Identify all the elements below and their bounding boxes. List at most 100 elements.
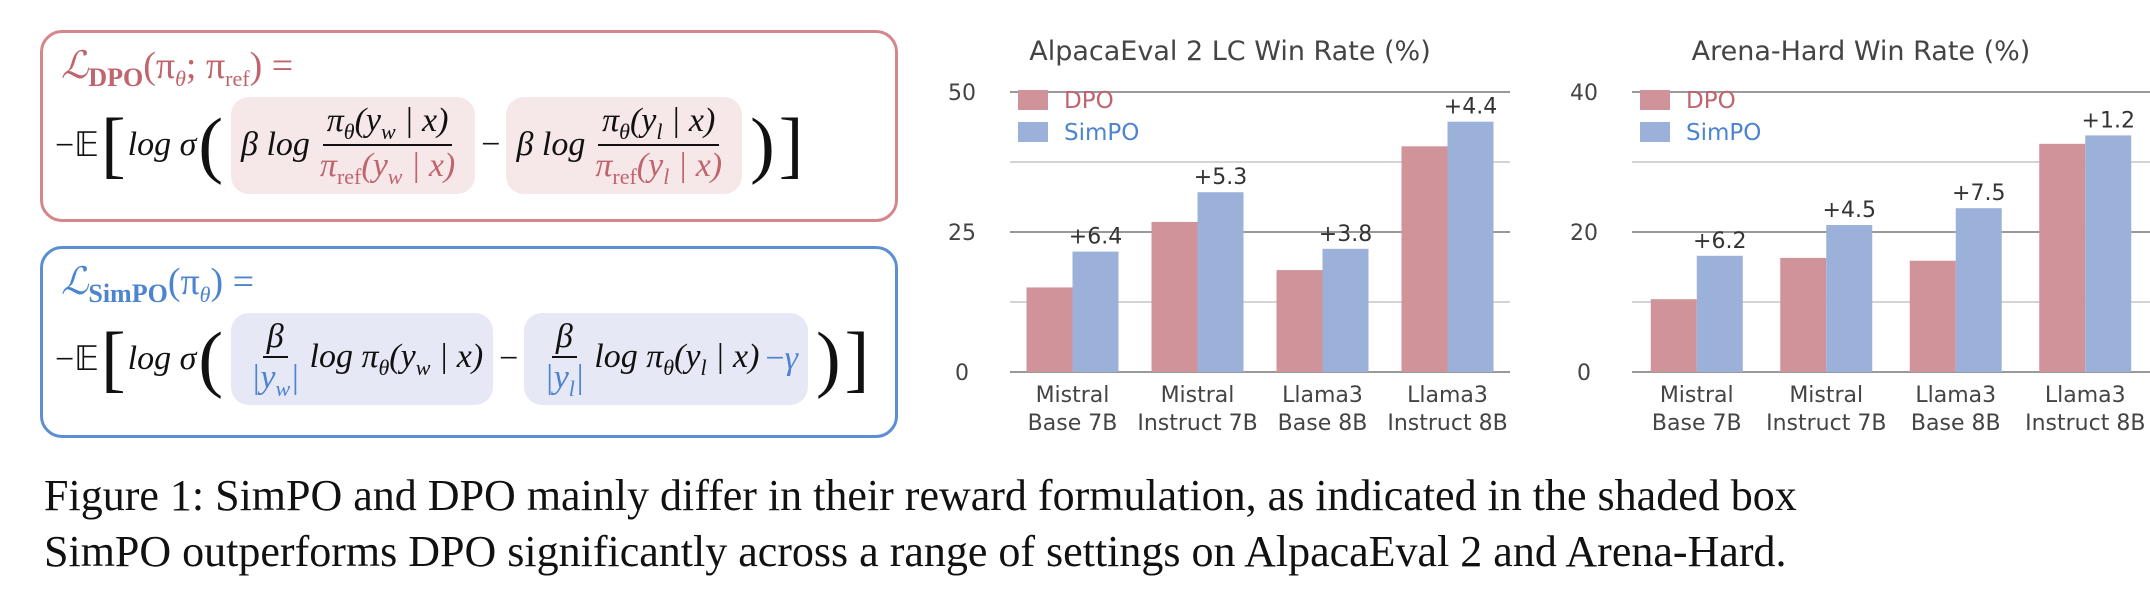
- bracket-close: ]: [778, 104, 804, 187]
- dpo-loss-lhs: ℒDPO(πθ; πref) =: [61, 43, 293, 93]
- bar-dpo: [1026, 287, 1073, 372]
- bar-simpo: [2085, 135, 2132, 372]
- paren-open: (: [198, 104, 224, 187]
- legend-label-simpo: SimPO: [1686, 120, 1761, 146]
- x-tick-label: Instruct 7B: [1766, 411, 1886, 436]
- x-tick-label: Base 8B: [1911, 411, 2001, 436]
- beta-numerator: β: [262, 317, 288, 359]
- rejected-denominator: πref(yl | x): [595, 147, 723, 190]
- beta-numerator: β: [551, 317, 577, 359]
- chosen-ratio: πθ(yw | x) πref(yw | x): [316, 101, 459, 190]
- delta-annotation: +6.2: [1693, 229, 1746, 254]
- bar-dpo: [1151, 221, 1198, 372]
- chosen-length: |yw|: [251, 359, 300, 402]
- chosen-length-norm: β |yw|: [247, 317, 303, 401]
- legend-swatch-dpo: [1018, 90, 1048, 110]
- legend-label-simpo: SimPO: [1064, 120, 1139, 146]
- gamma-minus: −: [765, 340, 785, 378]
- loss-subscript: SimPO: [88, 279, 168, 308]
- x-tick-label: Base 7B: [1028, 411, 1118, 436]
- x-tick-label: Base 8B: [1278, 411, 1368, 436]
- bar-simpo: [1322, 248, 1369, 372]
- paren-close: ): [750, 104, 775, 187]
- loss-symbol: ℒ: [61, 45, 89, 87]
- simpo-chosen-reward-shade: β |yw| log πθ(yw | x): [231, 313, 494, 406]
- chart-title: AlpacaEval 2 LC Win Rate (%): [1029, 36, 1430, 67]
- x-tick-label: Instruct 8B: [2025, 411, 2145, 436]
- chosen-numerator: πθ(yw | x): [322, 101, 453, 147]
- delta-annotation: +5.3: [1194, 165, 1247, 190]
- y-tick-label: 0: [955, 361, 969, 386]
- y-tick-label: 50: [948, 81, 976, 106]
- bar-dpo: [2039, 143, 2086, 372]
- gamma-margin: γ: [784, 340, 798, 378]
- legend-swatch-dpo: [1640, 90, 1670, 110]
- loss-args: (π: [143, 45, 176, 87]
- log-sigma: log σ: [127, 126, 197, 164]
- x-tick-label: Mistral: [1660, 383, 1734, 408]
- bracket-open: [: [100, 318, 126, 401]
- rejected-length-norm: β |yl|: [540, 317, 588, 401]
- x-tick-label: Mistral: [1036, 383, 1110, 408]
- bracket-close: ]: [844, 318, 870, 401]
- rejected-length: |yl|: [544, 359, 585, 402]
- bar-simpo: [1197, 192, 1244, 372]
- simpo-loss-lhs: ℒSimPO(πθ) =: [61, 259, 254, 309]
- legend-swatch-simpo: [1018, 122, 1048, 142]
- simpo-rejected-reward-shade: β |yl| log πθ(yl | x) − γ: [524, 313, 808, 406]
- delta-annotation: +4.4: [1444, 95, 1497, 120]
- arena-hard-chart: Arena-Hard Win Rate (%) 0 20 40 +6.2 Mistral B…: [1570, 36, 2150, 436]
- y-tick-label: 40: [1570, 81, 1598, 106]
- loss-args-rest: ; π: [185, 45, 226, 87]
- log-sigma: log σ: [127, 340, 197, 378]
- loss-args-ref: ref: [225, 66, 250, 91]
- bar-simpo: [1826, 225, 1873, 372]
- loss-symbol: ℒ: [61, 261, 89, 303]
- legend-swatch-simpo: [1640, 122, 1670, 142]
- y-tick-label: 20: [1570, 221, 1598, 246]
- loss-args: (π: [167, 261, 200, 303]
- x-tick-label: Instruct 7B: [1137, 411, 1257, 436]
- chosen-log-prob: log πθ(yw | x): [309, 337, 484, 380]
- legend-label-dpo: DPO: [1686, 88, 1736, 114]
- loss-args-sub: θ: [199, 282, 211, 307]
- x-tick-label: Llama3: [2045, 383, 2126, 408]
- minus-sign: −: [499, 340, 519, 378]
- y-tick-label: 25: [948, 221, 976, 246]
- bar-dpo: [1650, 299, 1697, 372]
- x-tick-label: Llama3: [1915, 383, 1996, 408]
- x-tick-label: Instruct 8B: [1387, 411, 1507, 436]
- simpo-equation-box: ℒSimPO(πθ) = −𝔼 [ log σ ( β |yw| log πθ(…: [40, 246, 898, 438]
- x-tick-label: Mistral: [1789, 383, 1863, 408]
- bar-simpo: [1955, 208, 2002, 372]
- x-tick-label: Llama3: [1282, 383, 1363, 408]
- delta-annotation: +6.4: [1069, 225, 1122, 250]
- paren-close: ): [815, 318, 841, 401]
- rejected-numerator: πθ(yl | x): [598, 101, 720, 147]
- delta-annotation: +3.8: [1319, 222, 1372, 247]
- x-tick-label: Mistral: [1161, 383, 1235, 408]
- bar-simpo: [1072, 251, 1119, 372]
- loss-args-sub: θ: [175, 66, 186, 91]
- legend-label-dpo: DPO: [1064, 88, 1114, 114]
- neg-expectation: −𝔼: [55, 341, 99, 379]
- dpo-equation-box: ℒDPO(πθ; πref) = −𝔼 [ log σ ( β log πθ(y…: [40, 30, 898, 222]
- neg-expectation: −𝔼: [55, 127, 99, 165]
- beta-log: β log: [241, 126, 310, 164]
- dpo-chosen-reward-shade: β log πθ(yw | x) πref(yw | x): [231, 97, 476, 194]
- delta-annotation: +4.5: [1823, 198, 1876, 223]
- rejected-log-prob: log πθ(yl | x): [594, 337, 760, 380]
- figure-caption-line-1: Figure 1: SimPO and DPO mainly differ in…: [44, 471, 1797, 520]
- delta-annotation: +7.5: [1952, 181, 2005, 206]
- dpo-rejected-reward-shade: β log πθ(yl | x) πref(yl | x): [506, 97, 743, 194]
- chart-title: Arena-Hard Win Rate (%): [1692, 36, 2031, 67]
- bar-simpo: [1696, 255, 1743, 372]
- bar-dpo: [1276, 270, 1323, 372]
- loss-close: ) =: [210, 261, 255, 303]
- bar-dpo: [1401, 146, 1448, 372]
- bar-dpo: [1909, 260, 1956, 372]
- rejected-ratio: πθ(yl | x) πref(yl | x): [591, 101, 726, 190]
- bar-simpo: [1447, 121, 1494, 373]
- delta-annotation: +1.2: [2082, 108, 2135, 133]
- bracket-open: [: [100, 104, 126, 187]
